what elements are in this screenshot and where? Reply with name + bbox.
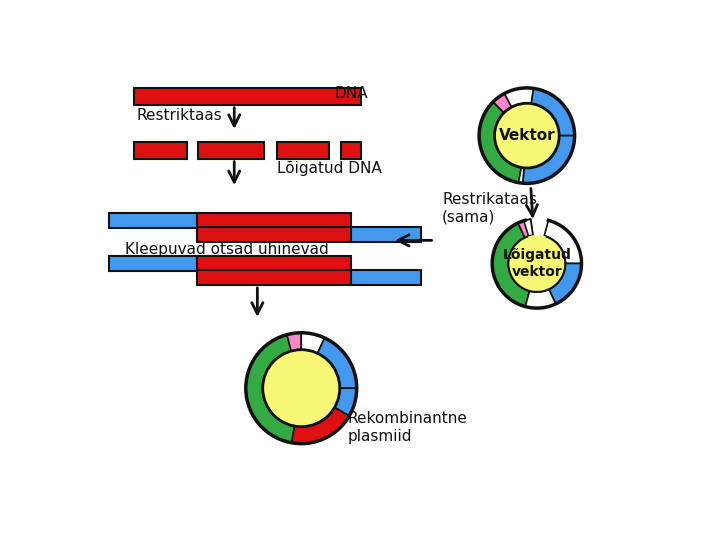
Bar [109, 213, 197, 228]
Bar [197, 226, 351, 242]
Polygon shape [301, 333, 325, 353]
Polygon shape [479, 102, 521, 183]
Polygon shape [492, 223, 529, 307]
Polygon shape [335, 388, 356, 416]
Polygon shape [287, 333, 301, 351]
Bar [341, 142, 361, 159]
Polygon shape [549, 264, 582, 304]
Polygon shape [318, 338, 356, 388]
Bar [276, 142, 329, 159]
Polygon shape [523, 136, 575, 184]
Polygon shape [524, 219, 533, 236]
Text: Vektor: Vektor [498, 128, 555, 143]
Polygon shape [531, 89, 575, 136]
Text: Kleepuvad otsad ühinevad: Kleepuvad otsad ühinevad [125, 242, 328, 257]
Polygon shape [518, 219, 533, 238]
Text: Restrikataas
(sama): Restrikataas (sama) [442, 192, 537, 224]
Text: DNA: DNA [334, 86, 368, 102]
Circle shape [495, 103, 559, 168]
Bar [351, 269, 420, 285]
Bar [109, 256, 197, 271]
Polygon shape [526, 289, 556, 308]
Text: Rekombinantne
plasmiid: Rekombinantne plasmiid [348, 411, 467, 444]
Circle shape [508, 235, 565, 292]
Bar [197, 256, 351, 271]
Bar [198, 142, 264, 159]
Circle shape [263, 350, 340, 427]
Bar [134, 88, 361, 105]
Polygon shape [493, 93, 512, 113]
Bar [197, 269, 351, 285]
Bar [134, 142, 186, 159]
Polygon shape [292, 408, 349, 444]
Bar [351, 226, 420, 242]
Polygon shape [518, 167, 524, 183]
Polygon shape [246, 335, 294, 443]
Polygon shape [505, 88, 534, 107]
Text: Restriktaas: Restriktaas [137, 108, 222, 123]
Text: Lõigatud
vektor: Lõigatud vektor [503, 248, 571, 279]
Text: Lõigatud DNA: Lõigatud DNA [276, 161, 382, 176]
Polygon shape [544, 220, 582, 264]
Bar [197, 213, 351, 228]
